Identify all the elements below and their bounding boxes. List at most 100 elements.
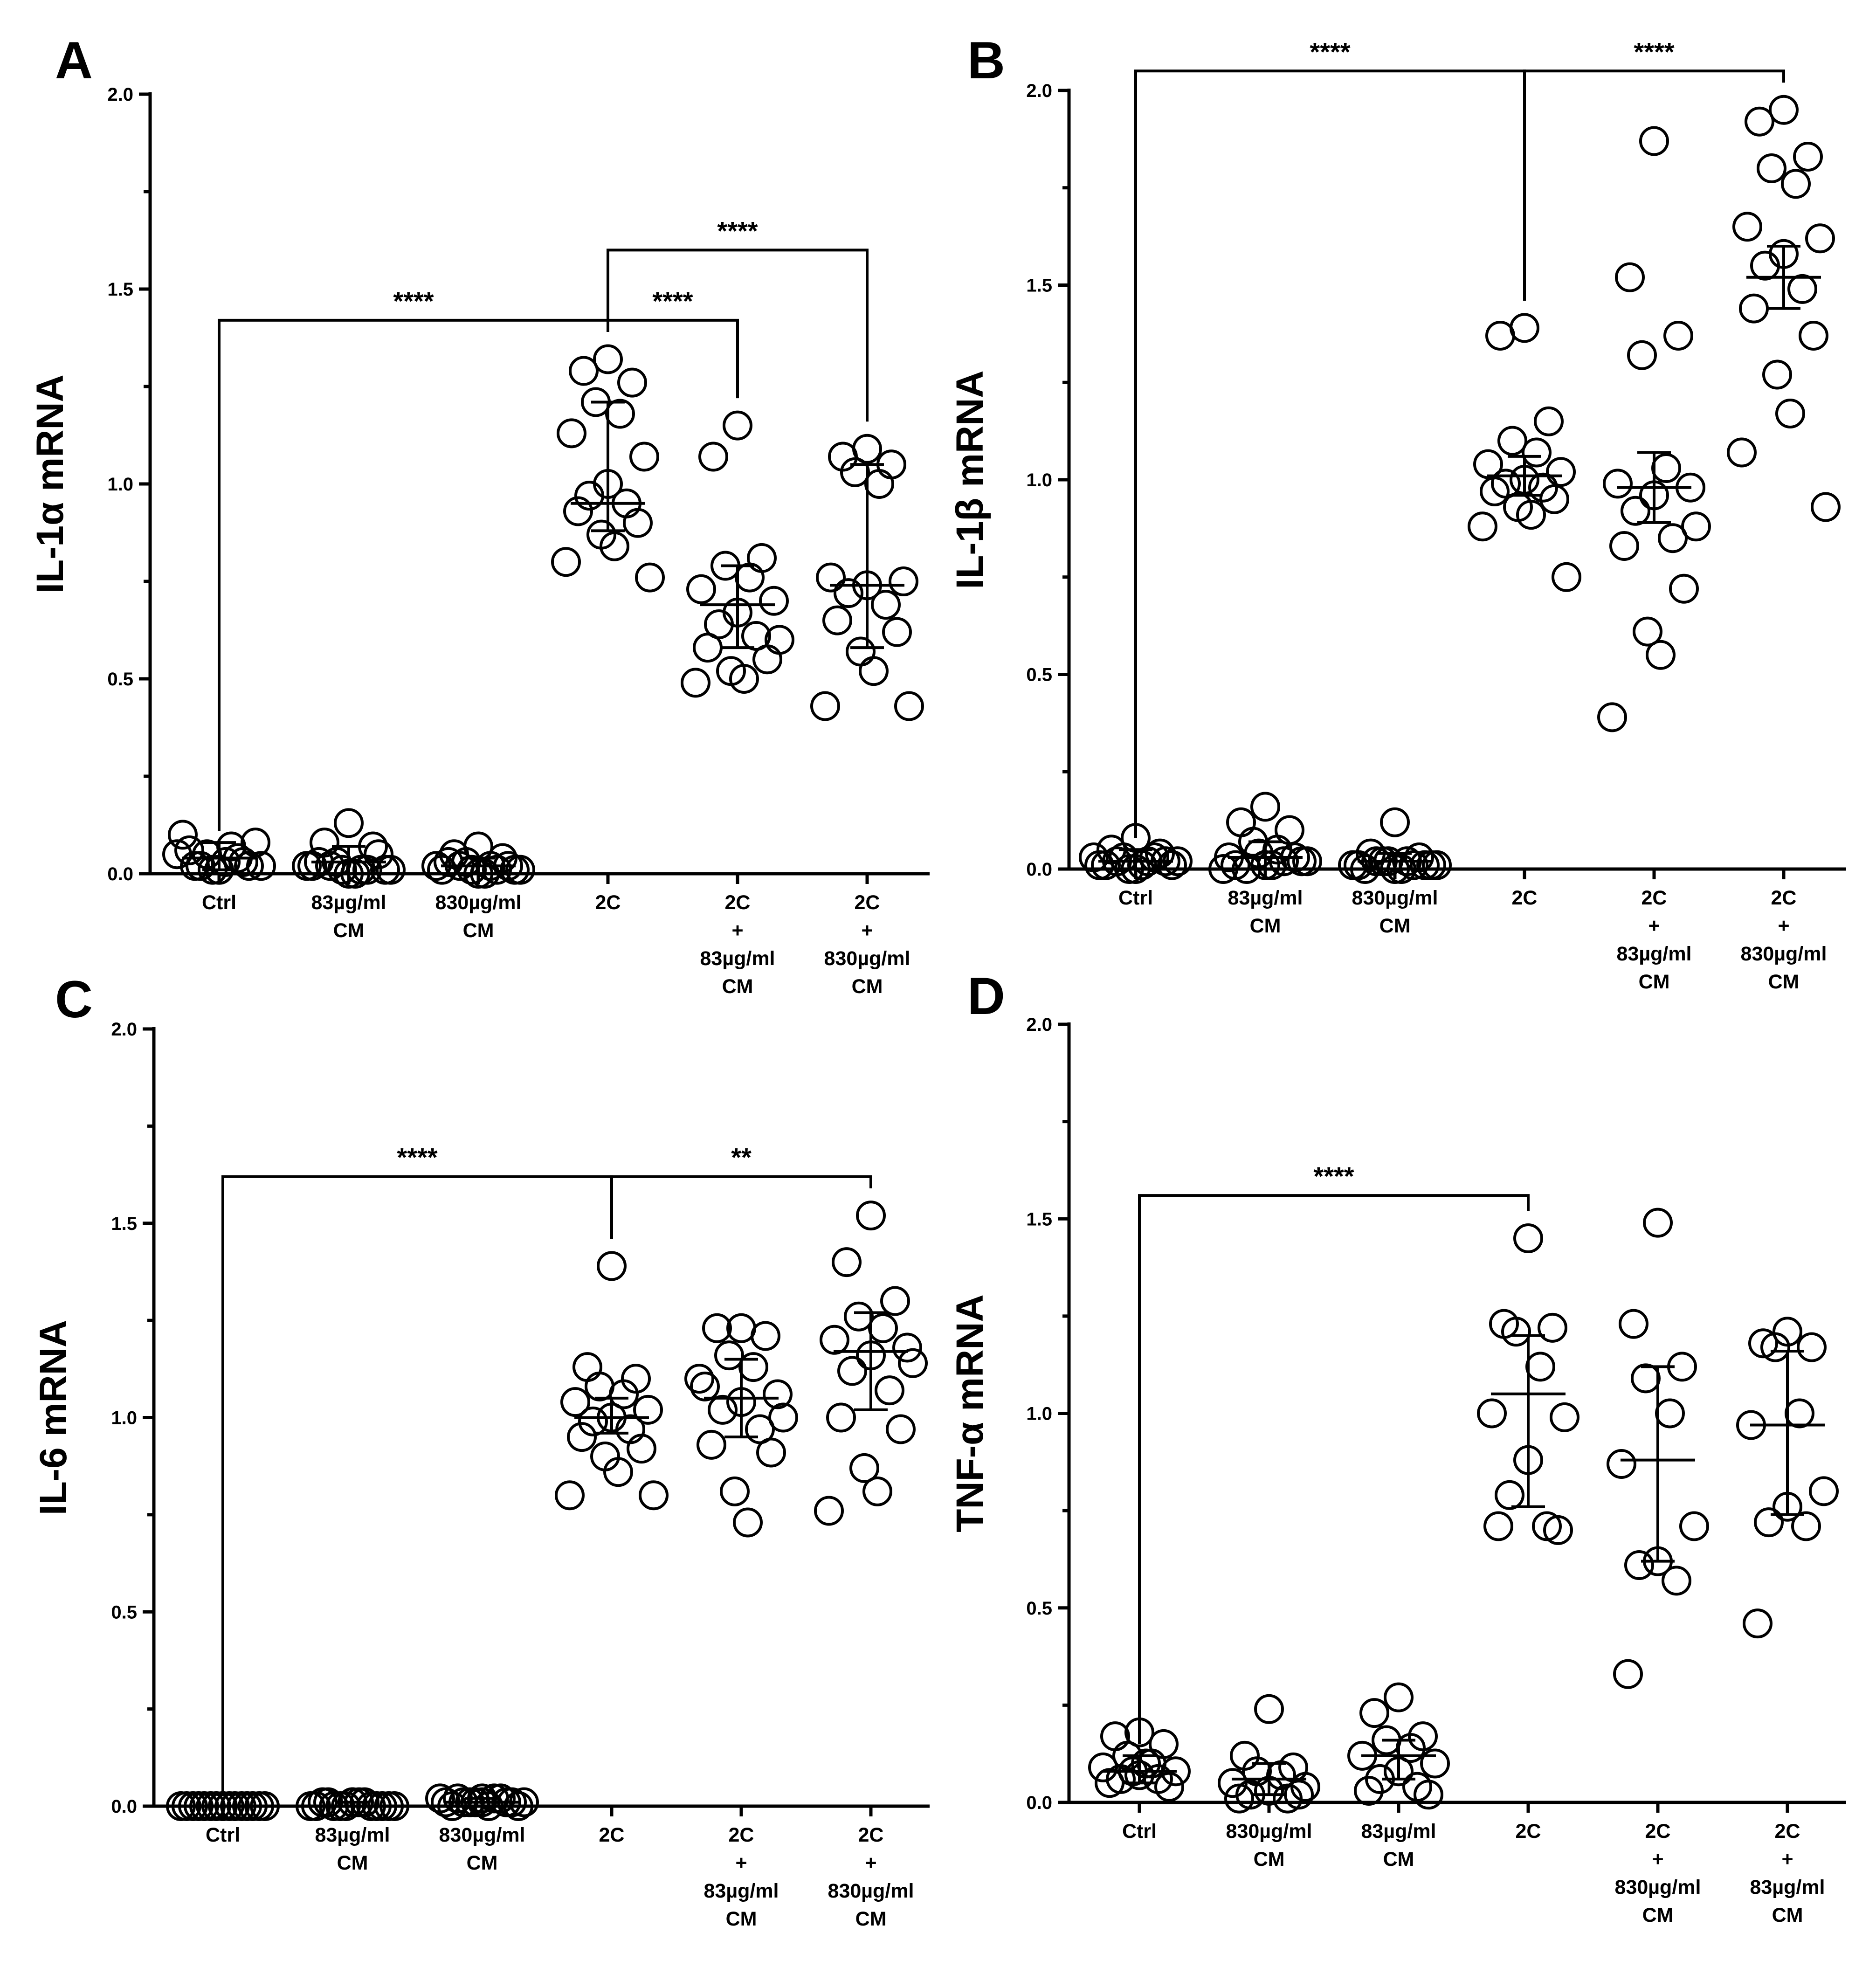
data-point	[1769, 95, 1799, 125]
y-tick-label: 0.0	[1026, 859, 1052, 880]
data-point	[174, 835, 204, 865]
x-tick-label: +	[865, 1852, 876, 1874]
data-point	[1613, 1659, 1643, 1689]
data-point	[1743, 1608, 1773, 1639]
data-point	[864, 469, 894, 499]
data-point	[1480, 476, 1510, 507]
x-tick-label: CM	[1383, 1848, 1414, 1870]
data-point	[898, 1348, 928, 1378]
data-point	[1254, 1694, 1284, 1724]
significance-bracket	[1523, 69, 1785, 301]
x-tick-label: 830µg/ml	[824, 947, 910, 970]
x-tick-label: +	[1781, 1848, 1793, 1870]
data-point	[1627, 340, 1657, 370]
data-point	[346, 855, 376, 885]
data-point	[605, 399, 635, 429]
y-tick-label: 1.0	[107, 474, 133, 495]
significance-bracket	[607, 248, 869, 422]
data-point	[1663, 321, 1693, 351]
data-point	[752, 644, 782, 675]
x-tick-label: CM	[467, 1852, 498, 1874]
data-point	[1131, 1748, 1161, 1779]
data-point	[698, 442, 728, 472]
data-point	[1619, 1309, 1648, 1339]
x-tick-label: CM	[1250, 915, 1281, 937]
significance-bracket	[610, 1175, 872, 1239]
x-tick-label: CM	[722, 975, 753, 998]
data-point	[600, 531, 629, 561]
x-tick-label: Ctrl	[1122, 1820, 1157, 1843]
data-point	[639, 1480, 669, 1511]
data-point	[826, 1402, 856, 1433]
data-point	[1079, 842, 1109, 872]
data-point	[1534, 406, 1564, 436]
data-point	[1380, 854, 1410, 884]
data-point	[211, 847, 241, 877]
significance-label: **	[731, 1143, 752, 1172]
data-point	[1473, 449, 1503, 479]
data-point	[1745, 106, 1774, 137]
data-point	[1797, 1332, 1827, 1362]
data-point	[443, 1783, 473, 1814]
data-point	[1359, 1698, 1389, 1728]
data-point	[1546, 457, 1576, 487]
data-point	[710, 551, 740, 581]
x-tick-label: 83µg/ml	[1228, 887, 1303, 909]
y-tick-label: 1.5	[1026, 1209, 1052, 1229]
significance-bracket	[1138, 1194, 1530, 1744]
data-point	[837, 1356, 867, 1386]
y-tick-label: 2.0	[111, 1019, 137, 1040]
data-point	[1773, 1491, 1802, 1522]
data-point	[633, 1394, 663, 1425]
x-tick-label: +	[731, 919, 743, 942]
data-point	[1420, 1748, 1450, 1779]
data-point	[1607, 1449, 1636, 1479]
x-tick-label: CM	[337, 1852, 368, 1874]
data-point	[820, 1325, 849, 1355]
data-point	[684, 1364, 714, 1394]
data-point	[747, 543, 777, 573]
data-point	[338, 1787, 367, 1817]
y-axis-label: TNF-α mRNA	[949, 1294, 991, 1532]
data-point	[574, 481, 604, 511]
data-point	[1292, 846, 1322, 877]
data-point	[1762, 359, 1792, 390]
data-point	[1750, 250, 1780, 281]
data-point	[1658, 523, 1688, 553]
data-point	[726, 1387, 756, 1417]
panel-a: A IL-1α mRNA 0.0 0.5 1.0 1.5 2.0 Ctrl 83µg/ml CM 8…	[29, 31, 930, 998]
x-tick-label: CM	[1379, 915, 1411, 937]
y-tick-label: 0.5	[107, 669, 133, 690]
data-point	[376, 855, 406, 885]
y-axis-label: IL-1β mRNA	[949, 370, 991, 589]
x-tick-label: CM	[852, 975, 883, 998]
data-point	[1380, 807, 1410, 837]
data-point	[735, 562, 765, 593]
data-point	[1100, 1721, 1130, 1752]
y-tick-label: 1.0	[1026, 1404, 1052, 1424]
x-tick-label: 830µg/ml	[1352, 887, 1438, 909]
data-point	[1781, 169, 1811, 199]
data-point	[327, 855, 357, 885]
data-point	[1095, 1768, 1124, 1798]
data-point	[1221, 850, 1250, 880]
x-tick-label: CM	[463, 919, 494, 942]
x-tick-label: CM	[1772, 1904, 1803, 1926]
panel-d: D TNF-α mRNA 0.0 0.5 1.0 1.5 2.0 Ctrl 830µg/ml CM…	[949, 967, 1846, 1926]
data-point	[1127, 850, 1157, 880]
data-point	[425, 1783, 455, 1814]
data-point	[1643, 1546, 1673, 1576]
panel-c: C IL-6 mRNA 0.0 0.5 1.0 1.5 2.0 Ctrl 83µg/ml CM 83…	[32, 970, 930, 1930]
data-point	[1669, 573, 1699, 604]
data-point	[708, 1394, 738, 1425]
data-point	[1791, 1511, 1821, 1541]
data-point	[856, 1340, 886, 1371]
data-point	[340, 859, 370, 889]
data-point	[474, 1791, 503, 1821]
y-tick-label: 1.5	[1026, 276, 1052, 296]
data-point	[814, 1496, 844, 1526]
data-point	[1422, 850, 1452, 880]
data-point	[1384, 1756, 1414, 1787]
y-tick-label: 0.5	[1026, 665, 1052, 685]
data-point	[623, 508, 653, 538]
